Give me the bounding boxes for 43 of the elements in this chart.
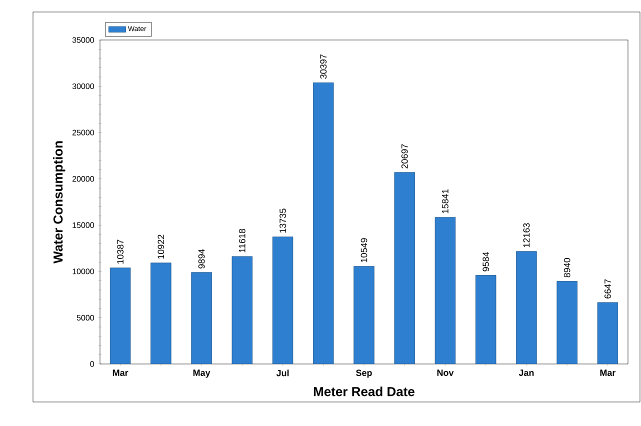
data-label: 30397 [320,54,327,79]
bar [313,82,334,364]
x-axis-title: Meter Read Date [314,386,414,396]
x-tick-label: Jul [276,370,289,376]
bar [150,262,172,364]
data-label: 10549 [360,238,368,262]
x-tick-label: Nov [437,370,454,376]
x-tick-label: Jan [518,370,534,376]
bar [475,275,496,364]
y-tick-label: 30000 [72,83,94,90]
y-axis-title: Water Consumption [53,141,66,264]
bar [232,256,253,364]
bar [110,268,131,364]
data-label: 13735 [280,208,286,233]
y-tick-label: 0 [90,361,94,367]
y-tick-label: 35000 [72,37,94,43]
data-label: 9894 [198,249,205,268]
y-tick-label: 5000 [76,314,94,321]
data-label: 6647 [604,279,611,298]
bar [354,266,374,364]
bar [556,281,578,364]
y-tick-label: 20000 [72,176,94,182]
data-label: 10387 [117,240,124,264]
bar [191,272,212,364]
data-label: 11618 [238,228,246,252]
data-label: 8940 [564,258,570,278]
x-tick-label: May [193,370,210,378]
y-tick-label: 25000 [72,130,94,136]
bar [394,172,415,364]
bar [272,236,294,364]
x-tick-label: Mar [112,370,128,376]
data-label: 15841 [442,189,448,214]
data-label: 12163 [523,223,530,248]
y-tick-label: 10000 [72,268,94,274]
x-tick-label: Mar [600,370,616,376]
bar [434,217,456,364]
data-label: 9584 [482,252,490,272]
bar [597,302,618,364]
bar [516,251,537,364]
data-label: 10922 [158,234,164,259]
y-tick-label: 15000 [72,222,94,228]
data-label: 20697 [401,144,408,168]
x-tick-label: Sep [356,370,372,378]
